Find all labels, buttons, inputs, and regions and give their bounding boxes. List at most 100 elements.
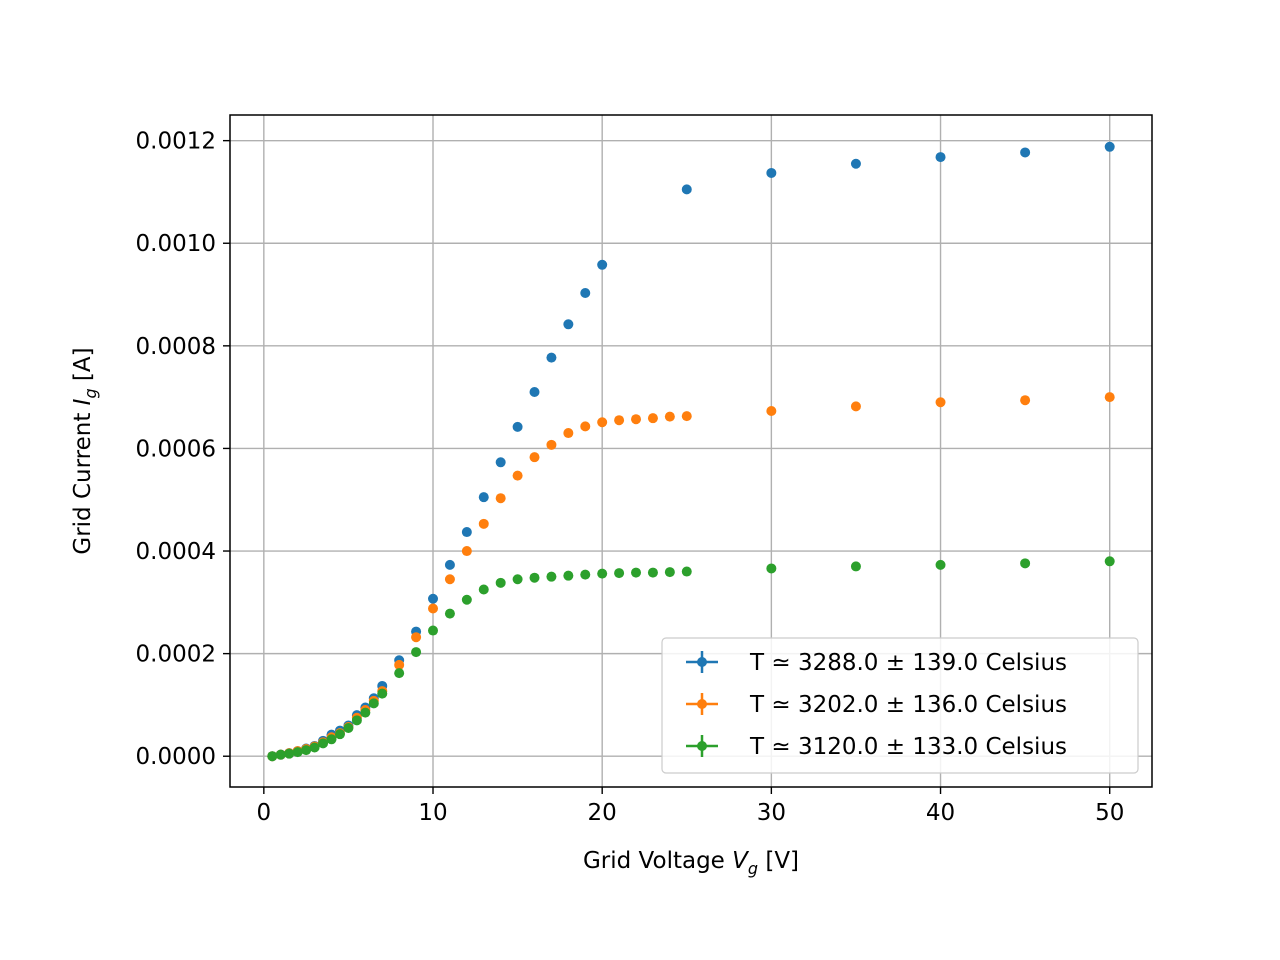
data-point	[411, 632, 422, 643]
data-point	[318, 738, 329, 749]
legend-label: T ≃ 3202.0 ± 136.0 Celsius	[749, 692, 1067, 718]
data-point	[478, 584, 489, 595]
y-tick-label: 0.0000	[136, 744, 216, 770]
data-point	[614, 568, 625, 579]
data-point	[334, 729, 345, 740]
y-tick-label: 0.0002	[136, 642, 216, 668]
data-point	[766, 167, 777, 178]
data-point	[351, 715, 362, 726]
data-point	[935, 397, 946, 408]
plot-frame	[229, 114, 1153, 788]
data-point	[631, 414, 642, 425]
data-point	[495, 577, 506, 588]
data-point	[301, 745, 312, 756]
data-point	[1104, 556, 1115, 567]
data-point	[292, 747, 303, 758]
x-tick-label: 20	[588, 800, 617, 826]
data-point	[377, 688, 388, 699]
data-point	[664, 411, 675, 422]
data-point	[512, 470, 523, 481]
legend-entry: T ≃ 3288.0 ± 139.0 Celsius	[686, 650, 1067, 676]
data-point	[394, 668, 405, 679]
data-point	[461, 546, 472, 557]
data-point	[309, 742, 320, 753]
data-point	[529, 452, 540, 463]
legend-marker	[697, 741, 707, 751]
data-point	[444, 608, 455, 619]
data-point	[647, 567, 658, 578]
x-tick-label: 40	[926, 800, 955, 826]
y-tick-label: 0.0012	[136, 129, 216, 155]
x-axis-label: Grid Voltage Vg [V]	[583, 848, 799, 878]
data-point	[546, 571, 557, 582]
data-point	[546, 352, 557, 363]
data-point	[284, 748, 295, 759]
data-point	[766, 405, 777, 416]
data-point	[563, 570, 574, 581]
data-point	[512, 421, 523, 432]
legend-entry: T ≃ 3202.0 ± 136.0 Celsius	[686, 692, 1067, 718]
data-point	[461, 594, 472, 605]
data-point	[614, 415, 625, 426]
data-point	[563, 428, 574, 439]
y-axis-label: Grid Current Ig [A]	[70, 347, 100, 554]
legend-label: T ≃ 3288.0 ± 139.0 Celsius	[749, 650, 1067, 676]
data-point	[580, 569, 591, 580]
data-point	[512, 574, 523, 585]
data-point	[368, 698, 379, 709]
data-point	[1020, 147, 1031, 158]
data-point	[647, 413, 658, 424]
data-points	[267, 141, 1115, 762]
data-point	[935, 559, 946, 570]
data-point	[664, 567, 675, 578]
y-tick-label: 0.0008	[136, 334, 216, 360]
y-tick-label: 0.0010	[136, 231, 216, 257]
y-tick-label: 0.0006	[136, 436, 216, 462]
data-point	[275, 749, 286, 760]
data-point	[563, 319, 574, 330]
data-point	[850, 158, 861, 169]
data-point	[428, 625, 439, 636]
data-point	[597, 417, 608, 428]
x-tick-label: 30	[757, 800, 786, 826]
data-point	[529, 572, 540, 583]
data-point	[428, 593, 439, 604]
data-point	[681, 411, 692, 422]
data-point	[428, 603, 439, 614]
data-point	[444, 574, 455, 585]
data-point	[444, 559, 455, 570]
legend-marker	[697, 699, 707, 709]
data-point	[580, 288, 591, 299]
data-point	[766, 563, 777, 574]
data-point	[1020, 395, 1031, 406]
legend-box	[661, 637, 1139, 774]
data-point	[681, 184, 692, 195]
data-point	[411, 647, 422, 658]
data-point	[681, 566, 692, 577]
data-point	[267, 751, 278, 762]
data-point	[850, 561, 861, 572]
data-point	[631, 567, 642, 578]
data-point	[1104, 392, 1115, 403]
data-point	[546, 439, 557, 450]
legend-label: T ≃ 3120.0 ± 133.0 Celsius	[749, 734, 1067, 760]
y-axis-ticks: 0.0000 0.0002 0.0004 0.0006 0.0008 0.0010 0.00…	[136, 129, 230, 770]
data-point	[495, 493, 506, 504]
data-point	[343, 723, 354, 734]
data-point	[1020, 558, 1031, 569]
data-point	[580, 421, 591, 432]
data-point	[360, 707, 371, 718]
data-point	[478, 492, 489, 503]
data-point	[1104, 141, 1115, 152]
data-point	[326, 734, 337, 745]
legend-entry: T ≃ 3120.0 ± 133.0 Celsius	[686, 734, 1067, 760]
legend: T ≃ 3288.0 ± 139.0 Celsius T ≃ 3202.0 ± 1…	[661, 637, 1139, 774]
data-point	[597, 259, 608, 270]
data-point	[394, 659, 405, 670]
x-tick-label: 50	[1095, 800, 1124, 826]
data-point	[529, 387, 540, 398]
y-tick-label: 0.0004	[136, 539, 216, 565]
data-point	[478, 518, 489, 529]
x-tick-label: 10	[418, 800, 447, 826]
